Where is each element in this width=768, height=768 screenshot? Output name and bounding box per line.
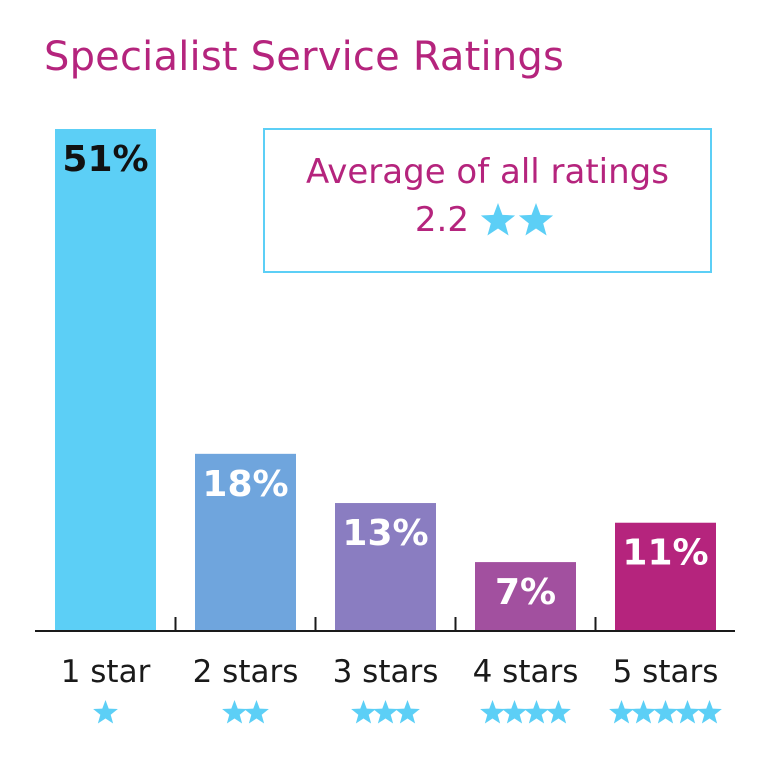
star-icon xyxy=(244,700,269,724)
star-icon xyxy=(480,203,516,236)
bar-3 xyxy=(335,503,436,631)
average-rating-stars xyxy=(480,200,560,240)
star-icon xyxy=(93,700,118,724)
star-icon xyxy=(609,700,634,724)
star-icon xyxy=(480,700,505,724)
average-rating-box: Average of all ratings 2.2 xyxy=(263,128,712,273)
average-rating-value: 2.2 xyxy=(414,200,469,240)
star-icon xyxy=(351,700,376,724)
data-label-4: 7% xyxy=(495,572,556,613)
star-icon xyxy=(653,700,678,724)
average-rating-line: 2.2 xyxy=(265,200,710,240)
tick-label-4: 4 stars xyxy=(473,654,579,690)
tick-label-5: 5 stars xyxy=(613,654,719,690)
star-icon xyxy=(502,700,527,724)
chart-title: Specialist Service Ratings xyxy=(44,34,565,80)
bar-1 xyxy=(55,129,156,631)
data-label-1: 51% xyxy=(62,139,148,180)
tick-label-3: 3 stars xyxy=(333,654,439,690)
star-icon xyxy=(395,700,420,724)
star-icon xyxy=(222,700,247,724)
bar-4 xyxy=(475,562,576,631)
star-icon xyxy=(675,700,700,724)
data-label-5: 11% xyxy=(622,533,708,574)
star-icon xyxy=(518,203,554,236)
bar-2 xyxy=(195,453,296,631)
star-icon xyxy=(373,700,398,724)
tick-label-2: 2 stars xyxy=(193,654,299,690)
data-label-3: 13% xyxy=(342,513,428,554)
tick-label-1: 1 star xyxy=(61,654,151,690)
star-icon xyxy=(631,700,656,724)
average-rating-stars-svg xyxy=(480,203,554,236)
star-icon xyxy=(524,700,549,724)
bar-5 xyxy=(615,522,716,631)
data-label-2: 18% xyxy=(202,464,288,505)
star-icon xyxy=(546,700,571,724)
average-rating-label: Average of all ratings xyxy=(306,152,669,192)
star-icon xyxy=(697,700,722,724)
